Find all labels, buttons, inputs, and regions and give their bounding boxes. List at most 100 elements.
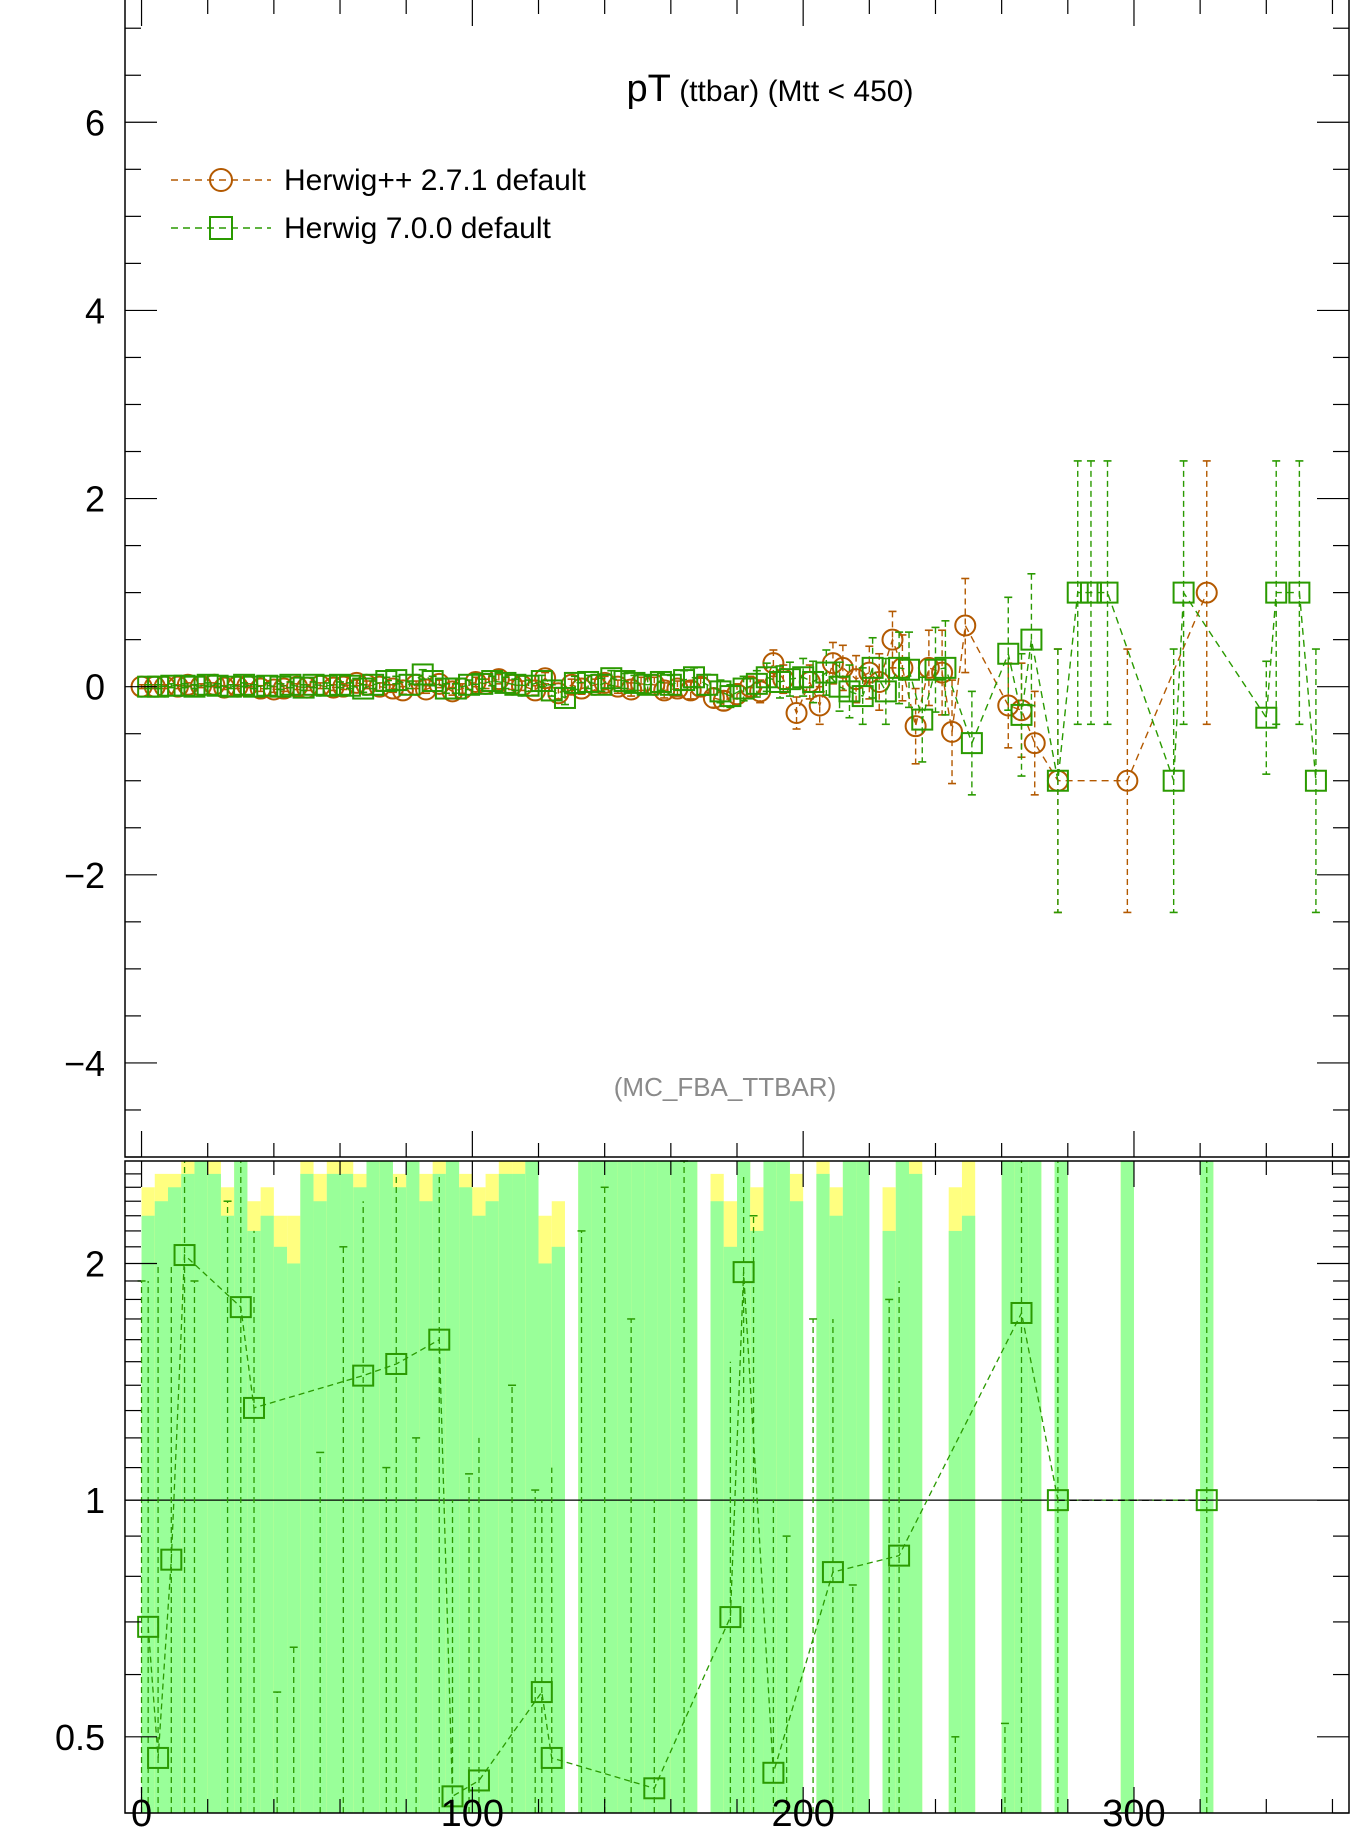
data-point-circle: [785, 702, 808, 725]
axis-tick-labels: −4 −2 0 2 4 6 0.5 1 2 0 100 200 300: [55, 102, 1166, 1829]
data-point-square: [385, 669, 408, 692]
ratio-band-green: [512, 1173, 526, 1813]
ratio-band-green: [220, 1215, 235, 1813]
plot-title: pT (ttbar) (Mtt < 450): [627, 68, 914, 110]
data-point-circle: [931, 661, 954, 684]
data-point-circle: [368, 675, 391, 698]
data-point-circle: [904, 715, 927, 738]
data-point-square: [481, 670, 504, 693]
x-tick-label: 300: [1102, 1793, 1165, 1829]
data-point-square: [563, 671, 586, 694]
ratio-band-green: [300, 1173, 314, 1813]
legend: Herwig++ 2.7.1 default Herwig 7.0.0 defa…: [171, 164, 587, 245]
ratio-band-green: [856, 1161, 870, 1813]
data-point-square: [1162, 769, 1185, 792]
plot-title-rest: (ttbar) (Mtt < 450): [671, 75, 914, 108]
data-point-circle: [606, 675, 629, 698]
ratio-point-square: [441, 1785, 464, 1808]
data-point-square: [719, 685, 742, 708]
data-point-square: [874, 680, 897, 703]
data-point-square: [338, 674, 361, 697]
series-connector-line: [148, 590, 1317, 781]
data-point-square: [160, 674, 183, 697]
data-point-circle: [487, 668, 510, 691]
ratio-point-square: [229, 1296, 252, 1319]
data-point-square: [517, 674, 540, 697]
ratio-band-green: [432, 1173, 446, 1813]
ratio-band-green: [842, 1161, 857, 1813]
data-point-circle: [831, 656, 854, 679]
data-point-square: [1265, 581, 1288, 604]
ratio-point-square: [137, 1615, 160, 1638]
ratio-band-green: [207, 1173, 221, 1813]
ratio-band-green: [326, 1173, 341, 1813]
data-point-square: [1079, 581, 1102, 604]
data-point-square: [302, 673, 325, 696]
data-point-circle: [1195, 581, 1218, 604]
data-point-square: [732, 677, 755, 700]
ratio-band-green: [1028, 1161, 1042, 1813]
ratio-band-green: [485, 1201, 499, 1813]
data-point-square: [659, 673, 682, 696]
ratio-point-square: [762, 1761, 785, 1784]
ratio-point-square: [540, 1746, 563, 1769]
ratio-y-tick-label: 2: [85, 1243, 105, 1284]
data-point-circle: [941, 720, 964, 743]
ratio-point-square: [719, 1606, 742, 1629]
ratio-band-green: [644, 1161, 658, 1813]
data-point-square: [315, 674, 338, 697]
main-y-tick-label: 2: [85, 479, 105, 520]
ratio-point-square: [1046, 1489, 1069, 1512]
main-y-tick-label: −2: [64, 855, 105, 896]
ratio-band-green: [816, 1173, 830, 1813]
ratio-band-green: [525, 1161, 539, 1813]
ratio-band-green: [684, 1161, 698, 1813]
main-y-tick-label: 4: [85, 290, 105, 331]
ratio-point-square: [173, 1244, 196, 1267]
ratio-point-square: [147, 1746, 170, 1769]
ratio-band-green: [657, 1161, 671, 1813]
ratio-point-square: [732, 1261, 755, 1284]
data-point-square: [458, 673, 481, 696]
ratio-band-green: [617, 1161, 632, 1813]
ratio-band-green: [194, 1161, 208, 1813]
ratio-point-square: [160, 1548, 183, 1571]
ratio-band-green: [1120, 1161, 1134, 1813]
data-point-circle: [1023, 732, 1046, 755]
data-point-square: [960, 732, 983, 755]
x-tick-label: 0: [131, 1793, 152, 1829]
data-point-square: [540, 679, 563, 702]
data-point-square: [851, 685, 874, 708]
data-point-square: [636, 673, 659, 696]
data-point-square: [1010, 703, 1033, 726]
data-point-square: [898, 658, 921, 681]
data-point-square: [1020, 628, 1043, 651]
ratio-band-green: [498, 1173, 513, 1813]
legend-label-herwig7: Herwig 7.0.0 default: [284, 212, 551, 245]
data-point-square: [421, 670, 444, 693]
ratio-point-square: [243, 1396, 266, 1419]
ratio-y-tick-label: 1: [85, 1480, 105, 1521]
ratio-band-green: [445, 1161, 460, 1813]
data-point-square: [934, 656, 957, 679]
data-point-circle: [845, 668, 868, 691]
ratio-band-green: [829, 1215, 843, 1813]
ratio-uncertainty-bands: [141, 1161, 1214, 1813]
ratio-band-green: [631, 1161, 645, 1813]
data-point-square: [206, 674, 229, 697]
main-y-tick-label: 0: [85, 667, 105, 708]
axis-ticks: [125, 0, 1349, 1814]
ratio-point-square: [352, 1364, 375, 1387]
ratio-point-square: [428, 1328, 451, 1351]
ratio-connector-line: [147, 1253, 1207, 1798]
data-point-square: [861, 656, 884, 679]
data-point-square: [1046, 769, 1069, 792]
data-point-circle: [666, 677, 689, 700]
analysis-watermark: (MC_FBA_TTBAR): [614, 1072, 836, 1102]
ratio-band-green: [406, 1161, 420, 1813]
ratio-y-tick-label: 0.5: [55, 1717, 105, 1758]
ratio-band-green: [340, 1173, 354, 1813]
data-point-square: [1288, 581, 1311, 604]
data-point-square: [256, 674, 279, 697]
